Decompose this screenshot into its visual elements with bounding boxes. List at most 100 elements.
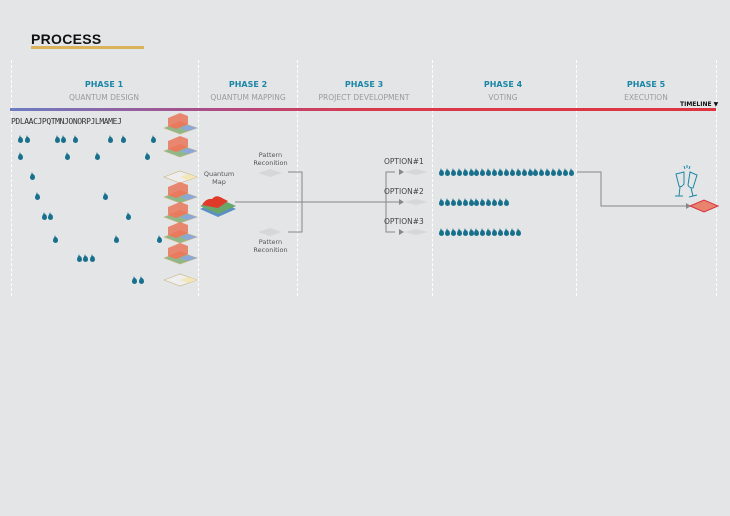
quantum-map-label: Quantum Map bbox=[203, 170, 235, 186]
layer-stack-icon bbox=[163, 273, 198, 287]
drop-icon bbox=[557, 168, 562, 176]
drop-icon bbox=[450, 168, 456, 176]
layer-stack-icon bbox=[163, 243, 198, 265]
phase-name: QUANTUM MAPPING bbox=[210, 93, 286, 102]
drop-icon bbox=[509, 228, 515, 236]
phase-name: PROJECT DEVELOPMENT bbox=[318, 93, 410, 102]
drop-icon bbox=[521, 168, 527, 176]
drop-icon bbox=[515, 168, 521, 176]
drop-icon bbox=[53, 235, 58, 243]
phase-3-header: PHASE 3 PROJECT DEVELOPMENT bbox=[319, 80, 410, 102]
drop-icon bbox=[509, 168, 515, 176]
drop-icon bbox=[480, 168, 486, 176]
drop-icon bbox=[474, 168, 480, 176]
phase-4-header: PHASE 4 VOTING bbox=[484, 80, 522, 102]
drop-icon bbox=[533, 168, 539, 176]
drop-icon bbox=[439, 198, 444, 206]
drop-icon bbox=[498, 228, 503, 236]
drop-icon bbox=[503, 168, 509, 176]
drop-icon bbox=[139, 276, 144, 284]
phase-number: PHASE 3 bbox=[344, 80, 384, 89]
title-underline bbox=[31, 46, 144, 49]
drop-icon bbox=[83, 254, 88, 262]
champagne-icon bbox=[675, 165, 698, 198]
phase-divider bbox=[11, 60, 12, 296]
drop-icon bbox=[503, 198, 509, 206]
drop-icon bbox=[439, 228, 444, 236]
execution-diamond bbox=[688, 199, 720, 213]
drop-icon bbox=[126, 212, 131, 220]
options-bracket bbox=[385, 171, 395, 233]
layer-stack-icon bbox=[163, 202, 198, 224]
drop-icon bbox=[73, 135, 78, 143]
drop-icon bbox=[30, 172, 35, 180]
option-3-label: OPTION#3 bbox=[384, 217, 424, 226]
letter-sequence: PDLAACJPQTMNJONORPJLMAMEJ bbox=[11, 117, 122, 126]
drop-icon bbox=[462, 198, 468, 206]
drop-icon bbox=[456, 228, 462, 236]
drop-icon bbox=[450, 228, 456, 236]
drop-icon bbox=[450, 198, 456, 206]
quantum-map-icon bbox=[200, 196, 236, 217]
drop-icon bbox=[474, 198, 480, 206]
phase-number: PHASE 1 bbox=[84, 80, 124, 89]
drop-icon bbox=[480, 228, 486, 236]
pattern-top-shape bbox=[258, 169, 282, 177]
drop-icon bbox=[562, 168, 568, 176]
drop-icon bbox=[545, 168, 551, 176]
phase-5-header: PHASE 5 EXECUTION bbox=[624, 80, 668, 102]
drop-icon bbox=[77, 254, 82, 262]
drop-icon bbox=[480, 198, 486, 206]
phase-number: PHASE 4 bbox=[483, 80, 523, 89]
option-1-label: OPTION#1 bbox=[384, 157, 424, 166]
drop-icon bbox=[486, 198, 492, 206]
drop-icon bbox=[157, 235, 162, 243]
phase-name: EXECUTION bbox=[624, 93, 668, 102]
drop-icon bbox=[503, 228, 509, 236]
drop-icon bbox=[486, 168, 492, 176]
drop-icon bbox=[492, 168, 498, 176]
drop-icon bbox=[456, 198, 462, 206]
drop-icon bbox=[132, 276, 137, 284]
drop-icon bbox=[114, 235, 119, 243]
drop-icon bbox=[486, 228, 492, 236]
drop-icon bbox=[539, 168, 545, 176]
timeline-label: TIMELINE ▼ bbox=[680, 101, 719, 108]
layer-stack-icons bbox=[163, 113, 198, 287]
pattern-bottom-shape bbox=[258, 228, 282, 236]
drop-icon bbox=[498, 198, 503, 206]
drop-icon bbox=[18, 135, 23, 143]
drop-icon bbox=[103, 192, 108, 200]
drop-icon bbox=[35, 192, 40, 200]
drop-icon bbox=[468, 198, 474, 206]
winner-line bbox=[577, 171, 688, 207]
drop-icon bbox=[468, 228, 474, 236]
drop-icon bbox=[456, 168, 462, 176]
drop-icon bbox=[90, 254, 95, 262]
drop-icon bbox=[145, 152, 150, 160]
drop-icon bbox=[551, 168, 557, 176]
phase-divider bbox=[576, 60, 577, 296]
layer-stack-icon bbox=[163, 136, 198, 158]
pattern-recognition-top: Pattern Reconition bbox=[253, 151, 288, 167]
drop-icon bbox=[444, 228, 450, 236]
drop-icon bbox=[48, 212, 53, 220]
phase-divider bbox=[716, 60, 717, 296]
drop-icon bbox=[108, 135, 113, 143]
drop-icon bbox=[515, 228, 521, 236]
drop-icon bbox=[121, 135, 126, 143]
drop-icon bbox=[95, 152, 100, 160]
page-title: PROCESS bbox=[31, 31, 102, 47]
layer-stack-icon bbox=[163, 113, 198, 135]
phase-name: VOTING bbox=[488, 93, 518, 102]
phase-2-header: PHASE 2 QUANTUM MAPPING bbox=[210, 80, 285, 102]
drop-icon bbox=[25, 135, 30, 143]
phase-number: PHASE 2 bbox=[228, 80, 268, 89]
layer-stack-icon bbox=[163, 170, 198, 184]
drop-icon bbox=[527, 168, 533, 176]
drop-icon bbox=[462, 168, 468, 176]
drop-icon bbox=[444, 198, 450, 206]
phase-number: PHASE 5 bbox=[626, 80, 666, 89]
drop-icon bbox=[498, 168, 503, 176]
